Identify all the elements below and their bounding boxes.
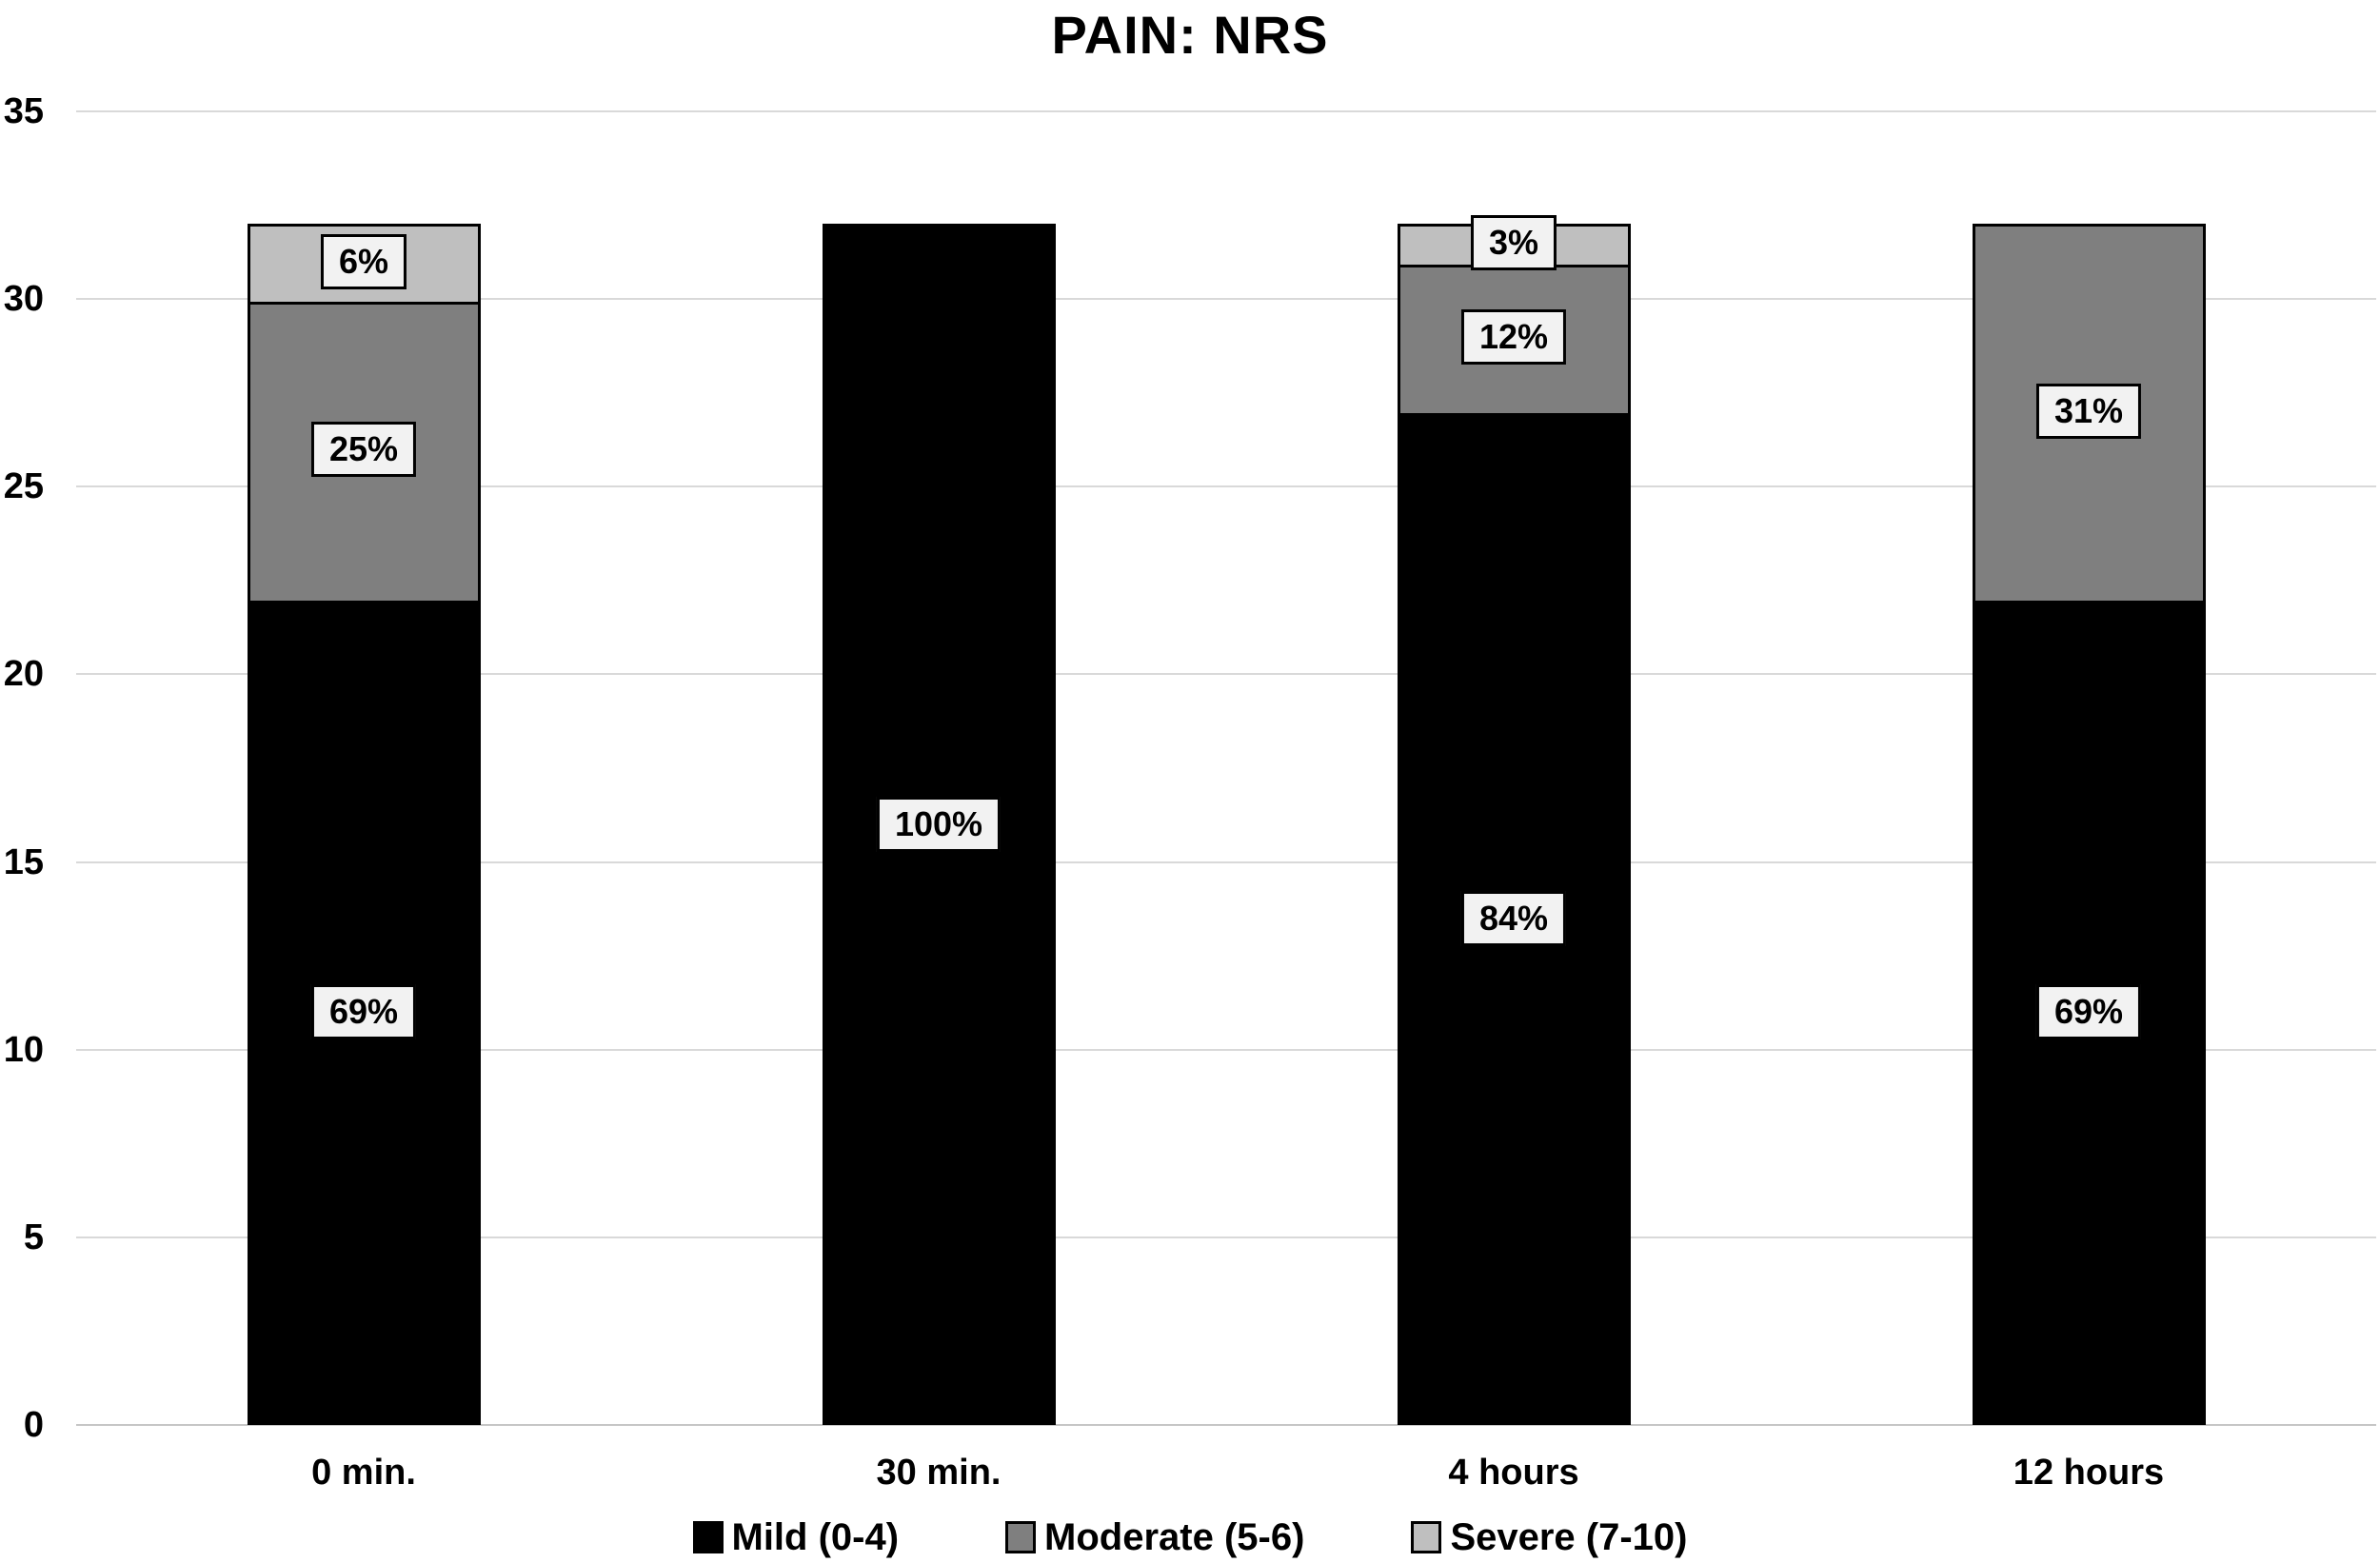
- data-label-4-hours-moderate-5-6: 12%: [1460, 308, 1567, 365]
- x-tick-label-4-hours: 4 hours: [1448, 1453, 1579, 1493]
- y-tick-label-10: 10: [3, 1029, 44, 1070]
- y-tick-label-30: 30: [3, 279, 44, 320]
- legend-label-severe-7-10: Severe (7-10): [1450, 1516, 1688, 1558]
- legend-swatch-severe-7-10: [1411, 1521, 1442, 1553]
- gridline-20: [76, 673, 2376, 676]
- data-label-0-min-moderate-5-6: 25%: [310, 421, 417, 477]
- data-label-12-hours-mild-0-4: 69%: [2035, 984, 2142, 1040]
- x-axis-line: [76, 1424, 2376, 1426]
- data-label-4-hours-mild-0-4: 84%: [1460, 890, 1567, 946]
- legend-label-moderate-5-6: Moderate (5-6): [1044, 1516, 1305, 1558]
- data-label-30-min-mild-0-4: 100%: [876, 797, 1002, 853]
- legend: Mild (0-4) Moderate (5-6) Severe (7-10): [0, 1515, 2380, 1559]
- legend-item-mild-0-4: Mild (0-4): [692, 1515, 900, 1559]
- legend-item-moderate-5-6: Moderate (5-6): [1005, 1515, 1304, 1559]
- gridline-5: [76, 1236, 2376, 1238]
- y-tick-label-5: 5: [23, 1217, 44, 1257]
- gridline-25: [76, 485, 2376, 488]
- legend-swatch-moderate-5-6: [1005, 1521, 1037, 1553]
- legend-swatch-mild-0-4: [692, 1521, 724, 1553]
- chart-title: PAIN: NRS: [1051, 5, 1329, 65]
- x-tick-label-30-min: 30 min.: [876, 1453, 1002, 1493]
- data-label-12-hours-moderate-5-6: 31%: [2035, 384, 2142, 440]
- y-tick-label-25: 25: [3, 466, 44, 507]
- data-label-0-min-mild-0-4: 69%: [310, 984, 417, 1040]
- gridline-10: [76, 1048, 2376, 1051]
- gridline-35: [76, 110, 2376, 112]
- y-tick-label-20: 20: [3, 654, 44, 695]
- y-tick-label-15: 15: [3, 841, 44, 882]
- legend-label-mild-0-4: Mild (0-4): [731, 1516, 900, 1558]
- gridline-30: [76, 298, 2376, 301]
- bar-4-hours: [1397, 224, 1631, 1425]
- x-tick-label-12-hours: 12 hours: [2013, 1453, 2165, 1493]
- legend-item-severe-7-10: Severe (7-10): [1411, 1515, 1687, 1559]
- data-label-4-hours-severe-7-10: 3%: [1470, 215, 1557, 270]
- x-tick-label-0-min: 0 min.: [311, 1453, 416, 1493]
- gridline-15: [76, 861, 2376, 863]
- y-tick-label-0: 0: [23, 1405, 44, 1445]
- y-tick-label-35: 35: [3, 91, 44, 131]
- data-label-0-min-severe-7-10: 6%: [320, 233, 407, 289]
- bar-0-min: [247, 224, 481, 1425]
